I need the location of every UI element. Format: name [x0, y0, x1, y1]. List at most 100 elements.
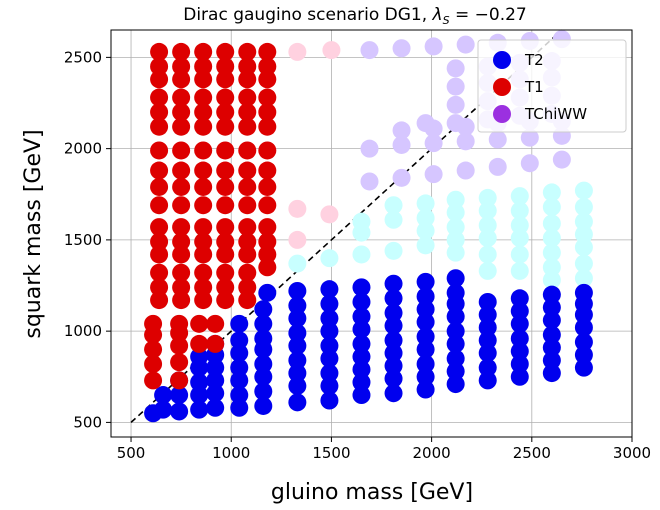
data-point	[542, 198, 561, 217]
data-point	[194, 218, 213, 237]
data-point	[150, 103, 169, 122]
data-point	[510, 329, 529, 348]
data-point	[446, 59, 465, 78]
data-point	[238, 278, 257, 297]
data-point	[320, 322, 339, 341]
data-point	[424, 165, 443, 184]
data-point	[542, 298, 561, 317]
data-point	[424, 119, 443, 138]
data-point	[424, 37, 443, 56]
data-point	[352, 373, 371, 392]
data-point	[446, 334, 465, 353]
data-point	[478, 188, 497, 207]
data-point	[510, 302, 529, 321]
data-point	[194, 161, 213, 180]
data-point	[392, 121, 411, 140]
data-point	[320, 309, 339, 328]
lambda-symbol: λ	[432, 5, 443, 25]
data-point	[150, 161, 169, 180]
data-point	[172, 117, 191, 136]
data-point	[216, 57, 235, 76]
data-point	[150, 232, 169, 251]
data-point	[230, 398, 249, 417]
data-point	[478, 318, 497, 337]
data-point	[574, 238, 593, 257]
data-point	[216, 196, 235, 215]
data-point	[238, 117, 257, 136]
data-point	[254, 382, 273, 401]
data-point	[360, 172, 379, 191]
data-point	[172, 57, 191, 76]
data-point	[172, 141, 191, 160]
data-point	[446, 322, 465, 341]
data-point	[322, 41, 341, 60]
data-point	[150, 88, 169, 107]
data-point	[542, 364, 561, 383]
data-point	[194, 57, 213, 76]
data-point	[288, 393, 307, 412]
data-point	[190, 347, 209, 366]
data-point	[172, 42, 191, 61]
data-point	[520, 128, 539, 147]
data-point	[520, 154, 539, 173]
data-point	[478, 371, 497, 390]
y-tick-label: 2000	[64, 140, 102, 158]
data-point	[478, 344, 497, 363]
data-point	[230, 371, 249, 390]
data-point	[360, 41, 379, 60]
x-tick-label: 3000	[613, 444, 651, 462]
data-point	[194, 42, 213, 61]
data-point	[258, 103, 277, 122]
data-point	[150, 141, 169, 160]
data-point	[416, 194, 435, 213]
data-point	[172, 245, 191, 264]
data-point	[360, 139, 379, 158]
data-point	[194, 103, 213, 122]
data-point	[150, 177, 169, 196]
data-point	[190, 314, 209, 333]
data-point	[172, 70, 191, 89]
data-point	[172, 218, 191, 237]
legend-label: TChiWW	[524, 105, 587, 123]
data-point	[416, 313, 435, 332]
data-point	[574, 358, 593, 377]
data-point	[510, 367, 529, 386]
data-point	[258, 57, 277, 76]
data-point	[216, 141, 235, 160]
y-axis-ticks: 500 1000 1500 2000 2500	[64, 48, 111, 431]
data-point	[510, 342, 529, 361]
data-point	[542, 271, 561, 290]
data-point	[258, 117, 277, 136]
data-point	[150, 196, 169, 215]
data-point	[206, 371, 225, 390]
legend-label: T1	[524, 78, 544, 96]
data-point	[194, 278, 213, 297]
data-point	[320, 205, 339, 224]
data-point	[424, 134, 443, 153]
data-point	[416, 327, 435, 346]
data-point	[392, 135, 411, 154]
y-tick-label: 2500	[64, 48, 102, 66]
data-point	[258, 258, 277, 277]
data-point	[542, 243, 561, 262]
data-point	[170, 371, 189, 390]
data-point	[194, 117, 213, 136]
data-point	[416, 221, 435, 240]
data-point	[172, 196, 191, 215]
data-point	[194, 245, 213, 264]
data-point	[238, 42, 257, 61]
data-point	[206, 398, 225, 417]
data-point	[446, 307, 465, 326]
legend-box	[477, 39, 627, 133]
data-point	[238, 218, 257, 237]
data-point	[216, 278, 235, 297]
data-point	[384, 210, 403, 229]
data-point	[216, 263, 235, 282]
data-point	[352, 245, 371, 264]
data-point	[172, 88, 191, 107]
data-point	[416, 300, 435, 319]
data-point	[216, 232, 235, 251]
data-point	[258, 283, 277, 302]
legend: T2 T1 TChiWW	[477, 39, 627, 133]
